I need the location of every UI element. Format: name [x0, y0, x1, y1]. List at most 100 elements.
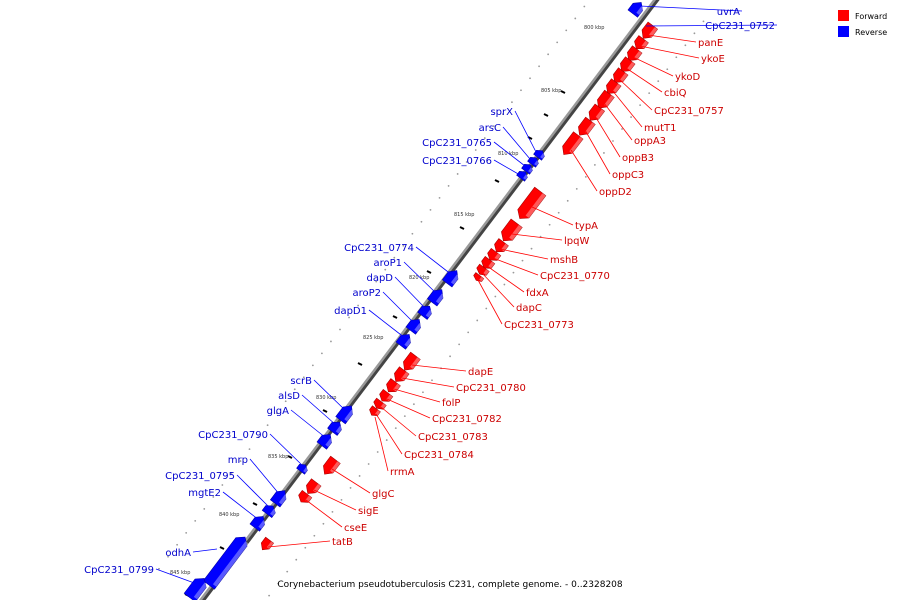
forward-gene-arrow[interactable]: [559, 131, 584, 158]
scale-dot: [239, 460, 242, 462]
scale-dot: [385, 439, 388, 441]
forward-gene-arrow[interactable]: [479, 255, 496, 271]
gene-label-arsc[interactable]: arsC: [479, 123, 501, 134]
gene-label-oppc3[interactable]: oppC3: [612, 170, 644, 181]
gene-label-cpc231-0770[interactable]: CpC231_0770: [540, 271, 610, 282]
scale-dot: [248, 448, 251, 451]
gene-label-cpc231-0782[interactable]: CpC231_0782: [432, 414, 502, 425]
forward-gene-arrow[interactable]: [610, 67, 629, 86]
forward-gene-arrow[interactable]: [514, 186, 547, 223]
forward-label-leader: [492, 257, 539, 276]
gene-label-cpc231-0757[interactable]: CpC231_0757: [654, 106, 724, 117]
legend: Forward Reverse: [838, 10, 887, 37]
forward-label-leader: [594, 115, 621, 158]
gene-label-cpc231-0766[interactable]: CpC231_0766: [422, 156, 492, 167]
reverse-gene-arrow[interactable]: [316, 431, 335, 450]
gene-label-scrb[interactable]: scrB: [290, 376, 312, 387]
gene-label-uvra[interactable]: uvrA: [717, 7, 740, 18]
reverse-gene-arrow[interactable]: [533, 148, 547, 161]
scale-dot: [603, 152, 605, 154]
reverse-gene-arrow[interactable]: [417, 303, 435, 320]
reverse-gene-arrow[interactable]: [261, 502, 278, 519]
gene-label-pane[interactable]: panE: [698, 38, 723, 49]
scale-dot: [530, 247, 533, 250]
gene-label-cpc231-0799[interactable]: CpC231_0799: [84, 565, 154, 576]
gene-label-odha[interactable]: odhA: [165, 548, 191, 559]
reverse-gene-arrow[interactable]: [516, 169, 530, 182]
gene-label-mshb[interactable]: mshB: [550, 255, 578, 266]
reverse-gene-arrow[interactable]: [441, 267, 461, 288]
forward-gene-arrow[interactable]: [400, 351, 421, 374]
gene-label-cpc231-0783[interactable]: CpC231_0783: [418, 432, 488, 443]
gene-label-fdxa[interactable]: fdxA: [526, 288, 549, 299]
forward-gene-arrow[interactable]: [594, 89, 615, 112]
scale-dot: [339, 328, 341, 331]
gene-label-cpc231-0780[interactable]: CpC231_0780: [456, 383, 526, 394]
reverse-gene-arrow[interactable]: [327, 419, 345, 436]
gene-label-cpc231-0784[interactable]: CpC231_0784: [404, 450, 474, 461]
gene-label-sige[interactable]: sigE: [358, 506, 379, 517]
scale-dot: [375, 280, 378, 283]
gene-label-cpc231-0773[interactable]: CpC231_0773: [504, 320, 574, 331]
reverse-gene-arrow[interactable]: [521, 162, 535, 175]
forward-gene-arrow[interactable]: [472, 272, 485, 284]
gene-label-sprx[interactable]: sprX: [490, 107, 513, 118]
forward-gene-arrow[interactable]: [320, 455, 341, 478]
reverse-gene-arrow[interactable]: [627, 0, 646, 18]
gene-label-glga[interactable]: glgA: [267, 406, 289, 417]
reverse-gene-arrow[interactable]: [269, 487, 289, 508]
scale-dot: [293, 388, 296, 391]
gene-label-dapd[interactable]: dapD: [366, 273, 393, 284]
gene-label-arop1[interactable]: aroP1: [373, 258, 402, 269]
gene-label-tatb[interactable]: tatB: [332, 537, 353, 548]
forward-gene-arrow[interactable]: [498, 218, 523, 245]
reverse-label-leader: [290, 409, 327, 439]
reverse-gene-arrow[interactable]: [296, 462, 310, 475]
gene-label-dapd1[interactable]: dapD1: [334, 306, 367, 317]
gene-label-dapc[interactable]: dapC: [516, 303, 542, 314]
forward-gene-arrow[interactable]: [575, 116, 596, 139]
reverse-gene-arrow[interactable]: [202, 533, 250, 590]
gene-label-oppd2[interactable]: oppD2: [599, 187, 632, 198]
gene-label-ykod[interactable]: ykoD: [675, 72, 700, 83]
gene-label-glgc[interactable]: glgC: [372, 489, 394, 500]
gene-label-lpqw[interactable]: lpqW: [564, 236, 589, 247]
forward-gene-arrow[interactable]: [624, 45, 643, 64]
forward-gene-arrow[interactable]: [258, 536, 275, 553]
forward-gene-arrow[interactable]: [603, 78, 622, 97]
gene-label-cpc231-0752[interactable]: CpC231_0752: [705, 21, 775, 32]
gene-label-cpc231-0790[interactable]: CpC231_0790: [198, 430, 268, 441]
reverse-gene-arrow[interactable]: [395, 331, 414, 350]
gene-label-arop2[interactable]: aroP2: [352, 288, 381, 299]
forward-gene-arrow[interactable]: [475, 263, 490, 278]
gene-label-alsd[interactable]: alsD: [278, 391, 300, 402]
gene-label-cpc231-0774[interactable]: CpC231_0774: [344, 243, 414, 254]
forward-gene-arrow[interactable]: [585, 103, 606, 124]
gene-label-mutt1[interactable]: mutT1: [644, 123, 676, 134]
gene-label-dape[interactable]: dapE: [468, 367, 493, 378]
reverse-gene-arrow[interactable]: [249, 513, 268, 532]
reverse-gene-arrow[interactable]: [335, 402, 356, 425]
forward-gene-arrow[interactable]: [638, 21, 659, 42]
reverse-gene-arrow[interactable]: [527, 155, 541, 168]
gene-label-typa[interactable]: typA: [575, 221, 598, 232]
gene-label-folp[interactable]: folP: [442, 398, 460, 409]
forward-gene-arrow[interactable]: [617, 56, 636, 75]
gene-label-ykoe[interactable]: ykoE: [701, 54, 725, 65]
gene-label-csee[interactable]: cseE: [344, 523, 367, 534]
reverse-gene-arrow[interactable]: [426, 286, 446, 307]
scale-dot: [467, 331, 470, 334]
gene-label-cbiq[interactable]: cbiQ: [664, 88, 687, 99]
gene-label-oppb3[interactable]: oppB3: [622, 153, 654, 164]
gene-label-mgte2[interactable]: mgtE2: [188, 488, 221, 499]
scale-dot: [367, 463, 370, 465]
gene-label-cpc231-0795[interactable]: CpC231_0795: [165, 471, 235, 482]
forward-label-leader: [584, 129, 611, 175]
reverse-label-leader: [249, 458, 281, 496]
gene-label-mrp[interactable]: mrp: [228, 455, 248, 466]
gene-label-oppa3[interactable]: oppA3: [634, 136, 666, 147]
reverse-gene-arrow[interactable]: [405, 316, 424, 335]
gene-label-cpc231-0765[interactable]: CpC231_0765: [422, 138, 492, 149]
gene-label-rrma[interactable]: rrmA: [390, 467, 415, 478]
reverse-gene-arrow[interactable]: [183, 574, 210, 603]
